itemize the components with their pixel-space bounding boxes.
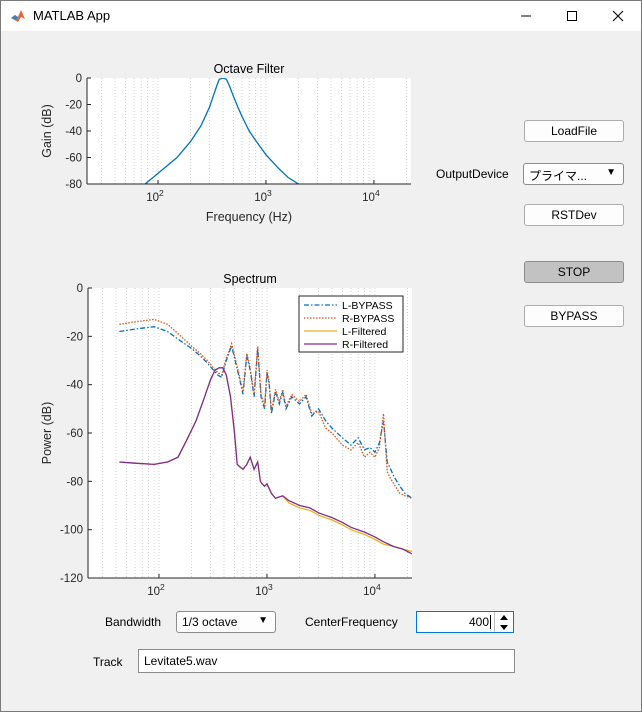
legend-entry: R-BYPASS (342, 313, 394, 325)
x-tick-label: 102 (147, 582, 165, 598)
triangle-down-icon (500, 624, 508, 630)
x-tick-label: 103 (254, 188, 272, 204)
y-tick-label: -80 (65, 179, 82, 191)
chart-title: Spectrum (223, 272, 277, 286)
chart-title: Octave Filter (214, 62, 285, 76)
close-button[interactable] (595, 1, 641, 31)
maximize-icon (567, 11, 577, 21)
text-cursor (490, 615, 491, 629)
series-lines (119, 318, 412, 555)
x-tick-label: 103 (255, 582, 273, 598)
y-tick-label: -60 (65, 153, 82, 165)
x-tick-label: 104 (362, 188, 380, 204)
spinner-down-button[interactable] (494, 622, 513, 632)
y-tick-label: -40 (66, 380, 83, 392)
window-title: MATLAB App (33, 8, 111, 23)
y-tick-label: -120 (60, 573, 83, 585)
legend-entry: R-Filtered (342, 339, 388, 351)
y-tick-label: -20 (65, 100, 82, 112)
center-frequency-spinner[interactable]: 400 (416, 611, 514, 633)
series-line-gain (144, 78, 299, 184)
track-value: Levitate5.wav (144, 654, 218, 668)
series-line-l-bypass (119, 326, 412, 499)
y-tick-label: -100 (60, 525, 83, 537)
y-axis-label: Gain (dB) (40, 104, 54, 158)
series-line-r-filtered (119, 367, 412, 555)
title-bar: MATLAB App (1, 1, 641, 31)
y-tick-label: -60 (66, 428, 83, 440)
series-line-r-bypass (119, 318, 412, 499)
rst-dev-button[interactable]: RSTDev (524, 204, 624, 226)
center-frequency-value: 400 (468, 615, 489, 629)
spectrum-chart: 0-20-40-60-80-100-120102103104SpectrumFr… (40, 272, 412, 598)
triangle-up-icon (500, 614, 508, 620)
output-device-dropdown[interactable]: プライマ... ▼ (523, 163, 624, 185)
minimize-icon (521, 15, 531, 17)
track-label: Track (93, 655, 123, 669)
stop-button[interactable]: STOP (524, 261, 624, 283)
series-lines (144, 78, 299, 184)
spinner-up-button[interactable] (494, 612, 513, 622)
bandwidth-dropdown[interactable]: 1/3 octave ▼ (176, 611, 276, 633)
bandwidth-value: 1/3 octave (182, 615, 238, 629)
dropdown-arrow-icon: ▼ (606, 167, 616, 178)
close-icon (612, 10, 624, 22)
x-tick-label: 102 (146, 188, 164, 204)
y-tick-label: 0 (76, 73, 82, 85)
y-axis-label: Power (dB) (40, 402, 54, 465)
legend-entry: L-Filtered (342, 326, 387, 338)
track-field[interactable]: Levitate5.wav (138, 649, 515, 673)
center-frequency-label: CenterFrequency (305, 615, 398, 629)
matlab-logo-icon (11, 10, 25, 22)
bypass-button[interactable]: BYPASS (524, 305, 624, 327)
load-file-button[interactable]: LoadFile (524, 120, 624, 142)
app-content: 0 -20 -40 -60 -80 102 103 104 Octave Filter Frequ… (1, 31, 641, 711)
y-tick-label: -40 (65, 126, 82, 138)
y-tick-label: -80 (66, 476, 83, 488)
dropdown-arrow-icon: ▼ (258, 615, 268, 626)
y-tick-label: 0 (77, 283, 83, 295)
output-device-label: OutputDevice (436, 167, 509, 181)
x-tick-label: 104 (363, 582, 381, 598)
bandwidth-label: Bandwidth (105, 615, 162, 629)
y-tick-label: -20 (66, 331, 83, 343)
maximize-button[interactable] (549, 1, 595, 31)
legend-entry: L-BYPASS (342, 300, 393, 312)
x-axis-label: Frequency (Hz) (206, 210, 292, 224)
octave-filter-chart: 0 -20 -40 -60 -80 102 103 104 Octave Filter Frequ… (40, 62, 411, 224)
minimize-button[interactable] (503, 1, 549, 31)
output-device-value: プライマ... (529, 169, 588, 183)
